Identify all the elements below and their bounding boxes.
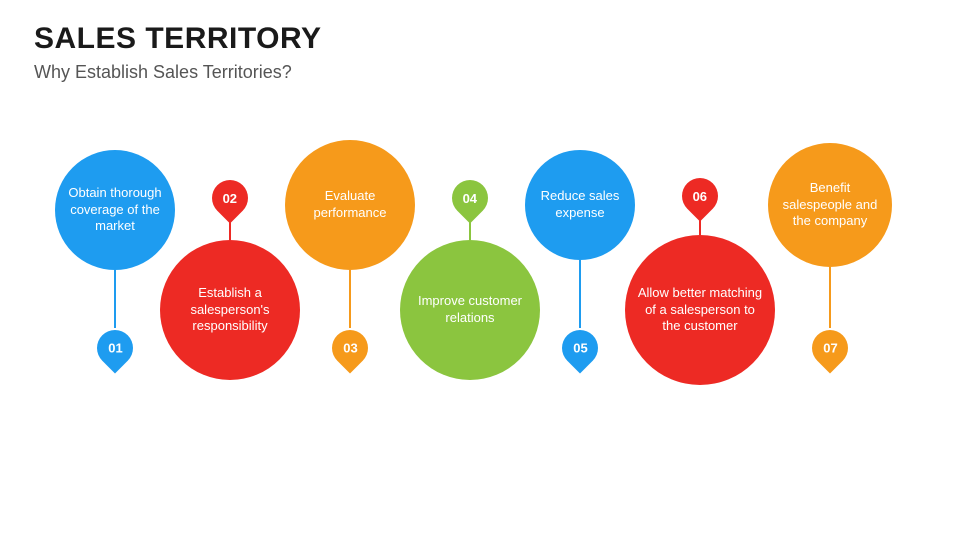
number-marker: 01 (90, 323, 141, 374)
reason-label: Obtain thorough coverage of the market (65, 185, 165, 236)
connector-line (349, 270, 351, 328)
number-marker: 05 (555, 323, 606, 374)
reason-label: Benefit salespeople and the company (778, 180, 882, 231)
reason-circle: Improve customer relations (400, 240, 540, 380)
number-label: 03 (343, 341, 357, 356)
number-label: 02 (223, 191, 237, 206)
reason-label: Allow better matching of a salesperson t… (635, 285, 765, 336)
connector-line (829, 267, 831, 328)
number-label: 07 (823, 341, 837, 356)
reason-label: Reduce sales expense (535, 188, 625, 222)
number-marker: 02 (205, 173, 256, 224)
reason-circle: Establish a salesperson's responsibility (160, 240, 300, 380)
number-label: 01 (108, 341, 122, 356)
reason-label: Improve customer relations (410, 293, 530, 327)
number-label: 06 (693, 189, 707, 204)
connector-line (579, 260, 581, 328)
number-marker: 03 (325, 323, 376, 374)
reason-label: Evaluate performance (295, 188, 405, 222)
territory-diagram: 01 Obtain thorough coverage of the market… (0, 150, 960, 430)
reason-circle: Reduce sales expense (525, 150, 635, 260)
slide-subtitle: Why Establish Sales Territories? (34, 62, 292, 83)
reason-circle: Evaluate performance (285, 140, 415, 270)
connector-line (114, 270, 116, 328)
reason-circle: Obtain thorough coverage of the market (55, 150, 175, 270)
number-marker: 04 (445, 173, 496, 224)
reason-circle: Benefit salespeople and the company (768, 143, 892, 267)
reason-circle: Allow better matching of a salesperson t… (625, 235, 775, 385)
number-marker: 07 (805, 323, 856, 374)
slide-title: SALES TERRITORY (34, 22, 322, 56)
number-marker: 06 (675, 171, 726, 222)
reason-label: Establish a salesperson's responsibility (170, 285, 290, 336)
number-label: 05 (573, 341, 587, 356)
number-label: 04 (463, 191, 477, 206)
